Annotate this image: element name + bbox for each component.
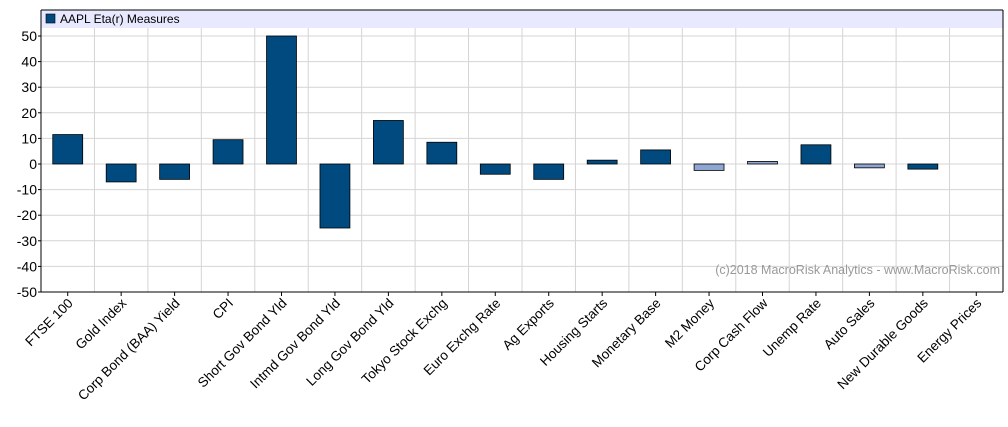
bar bbox=[533, 163, 565, 180]
legend: AAPL Eta(r) Measures bbox=[41, 10, 1003, 28]
bar bbox=[373, 120, 404, 165]
bar bbox=[426, 141, 458, 165]
bar bbox=[800, 144, 832, 165]
bar bbox=[640, 149, 671, 165]
y-tick-label: 30 bbox=[21, 79, 37, 95]
bar bbox=[105, 163, 137, 183]
legend-swatch bbox=[45, 13, 56, 24]
y-tick-label: 50 bbox=[21, 28, 37, 44]
bar bbox=[479, 163, 511, 175]
bar bbox=[52, 134, 84, 165]
y-tick-label: -50 bbox=[17, 284, 37, 300]
axes bbox=[38, 9, 1004, 296]
bar bbox=[586, 159, 618, 165]
y-tick-label: -40 bbox=[17, 258, 37, 274]
y-tick-labels: 50 40 30 20 10 0 -10 -20 -30 -40 -50 bbox=[17, 28, 37, 300]
y-tick-label: 0 bbox=[29, 156, 37, 172]
bars bbox=[52, 35, 939, 229]
bar bbox=[693, 163, 725, 171]
bar bbox=[907, 163, 939, 170]
y-tick-label: -30 bbox=[17, 233, 37, 249]
y-tick-label: 40 bbox=[21, 54, 37, 70]
bar bbox=[266, 35, 297, 165]
legend-label: AAPL Eta(r) Measures bbox=[60, 12, 180, 26]
bar bbox=[747, 161, 778, 165]
y-tick-label: -20 bbox=[17, 207, 37, 223]
y-tick-label: 10 bbox=[21, 130, 37, 146]
bar bbox=[854, 163, 885, 169]
bar bbox=[212, 139, 244, 165]
bar bbox=[319, 163, 351, 229]
y-tick-label: 20 bbox=[21, 105, 37, 121]
bar bbox=[159, 163, 190, 180]
legend-band bbox=[41, 10, 1003, 28]
watermark: (c)2018 MacroRisk Analytics - www.MacroR… bbox=[715, 263, 1000, 277]
y-tick-label: -10 bbox=[17, 182, 37, 198]
